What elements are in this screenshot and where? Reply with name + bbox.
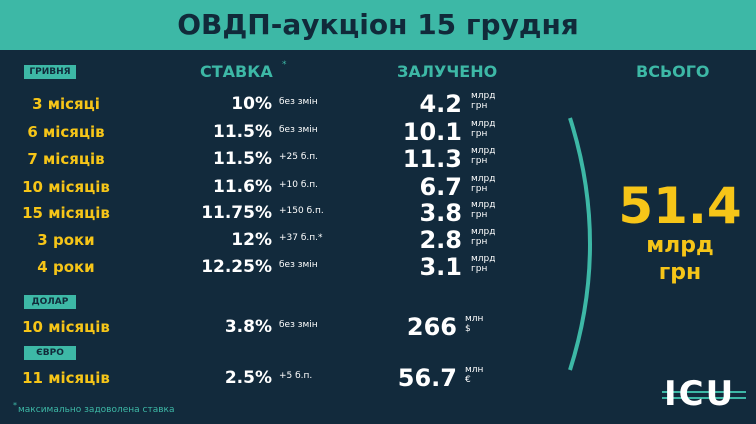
rate-change: без змін: [279, 320, 318, 330]
amount-unit: грн: [471, 237, 488, 247]
rate-header-mark: *: [282, 60, 287, 70]
amount-unit: грн: [471, 184, 488, 194]
amount-unit: млрд: [471, 254, 496, 264]
amount-unit: млн: [465, 365, 484, 375]
rate: 10%: [231, 94, 272, 114]
term: 3 місяці: [32, 95, 100, 113]
rate-change: +10 б.п.: [279, 180, 319, 190]
rate: 3.8%: [224, 317, 272, 337]
amount-unit: млрд: [471, 174, 496, 184]
amount-unit: грн: [471, 101, 488, 111]
footnote-mark: *: [13, 401, 17, 410]
total-unit: млрд: [646, 233, 714, 258]
rate: 11.5%: [213, 149, 272, 169]
section-label: ДОЛАР: [24, 295, 76, 309]
amount-unit: $: [465, 324, 471, 334]
term: 6 місяців: [27, 123, 105, 141]
rate-header: СТАВКА: [200, 62, 273, 81]
rate: 11.5%: [213, 122, 272, 142]
amount-unit: €: [465, 375, 471, 385]
raised-header: ЗАЛУЧЕНО: [397, 62, 498, 81]
rate-change: +5 б.п.: [279, 371, 313, 381]
total-value: 51.4: [618, 177, 742, 235]
amount: 10.1: [402, 118, 462, 146]
rate-change: +37 б.п.*: [279, 233, 323, 243]
amount-unit: грн: [471, 264, 488, 274]
logo: ICU: [664, 374, 736, 414]
amount: 11.3: [402, 145, 462, 173]
title: ОВДП-аукціон 15 грудня: [177, 8, 579, 41]
rate-change: +25 б.п.: [279, 152, 319, 162]
amount-unit: млрд: [471, 227, 496, 237]
title-banner: [0, 0, 756, 50]
total-header: ВСЬОГО: [636, 62, 710, 81]
bracket: [568, 117, 592, 371]
total-unit: грн: [658, 260, 702, 285]
amount: 3.8: [419, 199, 462, 227]
rate: 12.25%: [201, 257, 272, 277]
term: 11 місяців: [22, 369, 110, 387]
rate-change: +150 б.п.: [279, 206, 324, 216]
term: 15 місяців: [22, 204, 110, 222]
amount-unit: млрд: [471, 91, 496, 101]
rate-change: без змін: [279, 125, 318, 135]
amount-unit: грн: [471, 210, 488, 220]
term: 3 роки: [37, 231, 95, 249]
amount: 4.2: [419, 90, 462, 118]
amount: 3.1: [419, 253, 462, 281]
rate-change: без змін: [279, 97, 318, 107]
rate-change: без змін: [279, 260, 318, 270]
rate: 12%: [231, 230, 272, 250]
amount: 6.7: [419, 173, 462, 201]
section-label: ГРИВНЯ: [24, 65, 76, 79]
amount-unit: млрд: [471, 146, 496, 156]
term: 4 роки: [37, 258, 95, 276]
rate: 2.5%: [224, 368, 272, 388]
rate: 11.75%: [201, 203, 272, 223]
term: 7 місяців: [27, 150, 105, 168]
amount-unit: грн: [471, 129, 488, 139]
term: 10 місяців: [22, 178, 110, 196]
amount-unit: млрд: [471, 119, 496, 129]
amount: 266: [406, 313, 457, 341]
footnote: максимально задоволена ставка: [18, 405, 175, 415]
amount-unit: грн: [471, 156, 488, 166]
logo-lines: [662, 391, 746, 399]
amount-unit: млрд: [471, 200, 496, 210]
section-label: ЄВРО: [24, 346, 76, 360]
amount: 2.8: [419, 226, 462, 254]
amount-unit: млн: [465, 314, 484, 324]
amount: 56.7: [397, 364, 457, 392]
term: 10 місяців: [22, 318, 110, 336]
rate: 11.6%: [213, 177, 272, 197]
